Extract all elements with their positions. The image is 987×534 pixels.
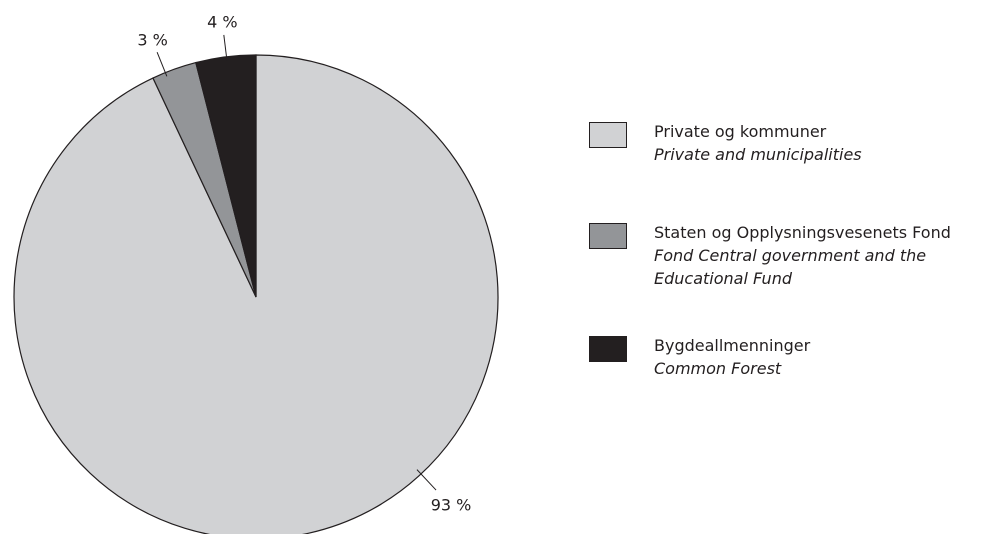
leader-line <box>416 469 437 491</box>
legend-translation: Private and municipalities <box>654 145 862 164</box>
value-label: 3 % <box>137 31 167 50</box>
legend-swatch <box>589 223 627 249</box>
pie-area: 93 % 3 % 4 % <box>13 13 499 534</box>
value-label: 93 % <box>431 496 472 515</box>
leader-line <box>156 52 168 77</box>
legend-text: Private og kommuner Private and municipal… <box>654 120 984 166</box>
legend-swatch <box>589 122 627 148</box>
legend-translation: Common Forest <box>654 359 782 378</box>
pie-slice <box>13 54 499 534</box>
legend-translation: Fond Central government and the Educatio… <box>654 246 927 288</box>
leader-line <box>223 34 228 61</box>
legend-label: Bygdeallmenninger <box>654 336 811 355</box>
legend-text: Bygdeallmenninger Common Forest <box>654 334 984 380</box>
legend-label: Staten og Opplysningsvesenets Fond <box>654 223 951 242</box>
legend-label: Private og kommuner <box>654 122 827 141</box>
pie-slice <box>195 54 257 298</box>
legend-swatch <box>589 336 627 362</box>
value-label: 4 % <box>207 13 237 32</box>
legend-text: Staten og Opplysningsvesenets Fond Fond C… <box>654 221 984 290</box>
